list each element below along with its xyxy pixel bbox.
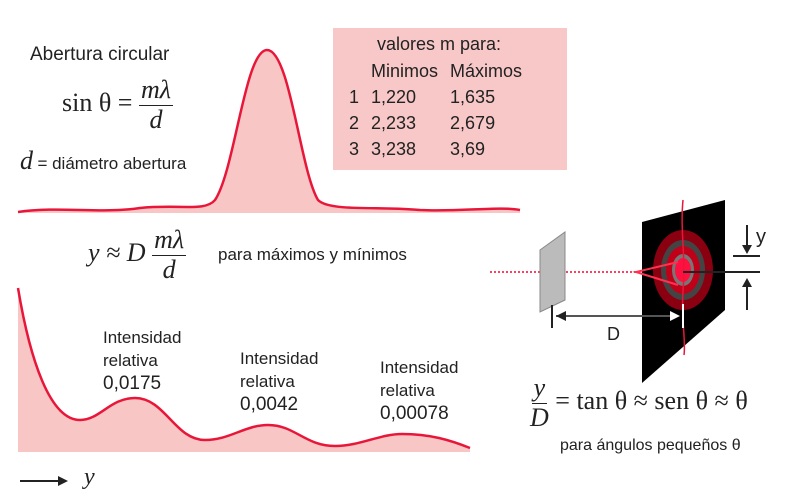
formula2-num: mλ <box>152 225 187 256</box>
axis-label-y: y <box>84 464 95 490</box>
table-row: 1 1,220 1,635 <box>349 87 496 107</box>
title: Abertura circular <box>30 44 170 65</box>
table-row: 2 2,233 2,679 <box>349 113 496 133</box>
table-row: 3 3,238 3,69 <box>349 139 486 159</box>
table-caption: valores m para: <box>377 34 502 54</box>
intensity-label-3: Intensidad relativa 0,00078 <box>380 358 459 424</box>
formula-sin-theta: sin θ = mλ d <box>62 75 174 134</box>
formula1-den: d <box>149 104 163 134</box>
formula3-den: D <box>530 402 549 432</box>
formula1-num: mλ <box>138 75 174 106</box>
experiment-setup <box>490 199 760 383</box>
formula3-rhs: = tan θ ≈ sen θ ≈ θ <box>555 386 748 416</box>
formula2-lhs: y ≈ D <box>88 238 146 268</box>
formula-y-approx: y ≈ D mλ d <box>88 225 187 284</box>
intensity-label-1: Intensidad relativa 0,0175 <box>103 328 182 394</box>
formula3-note: para ángulos pequeños θ <box>560 437 741 454</box>
formula1-lhs: sin θ = <box>62 88 133 118</box>
d-symbol: d <box>20 146 33 175</box>
d-definition: d = diámetro abertura <box>20 146 186 176</box>
secondary-maxima-curve <box>18 288 470 452</box>
y-axis-arrow <box>20 476 68 486</box>
aperture-plate <box>539 231 566 313</box>
intensity-label-2: Intensidad relativa 0,0042 <box>240 349 319 415</box>
m-values-table: valores m para: Minimos Máximos 1 1,220 1,6… <box>333 28 567 170</box>
central-peak-curve <box>18 50 520 213</box>
formula2-den: d <box>162 254 176 284</box>
formula2-note: para máximos y mínimos <box>218 245 407 264</box>
formula3-num: y <box>531 373 548 404</box>
diagram-y-label: y <box>756 226 766 248</box>
diagram-D-label: D <box>607 324 620 344</box>
table-header: Minimos Máximos <box>371 61 523 81</box>
d-text: = diámetro abertura <box>37 154 187 173</box>
